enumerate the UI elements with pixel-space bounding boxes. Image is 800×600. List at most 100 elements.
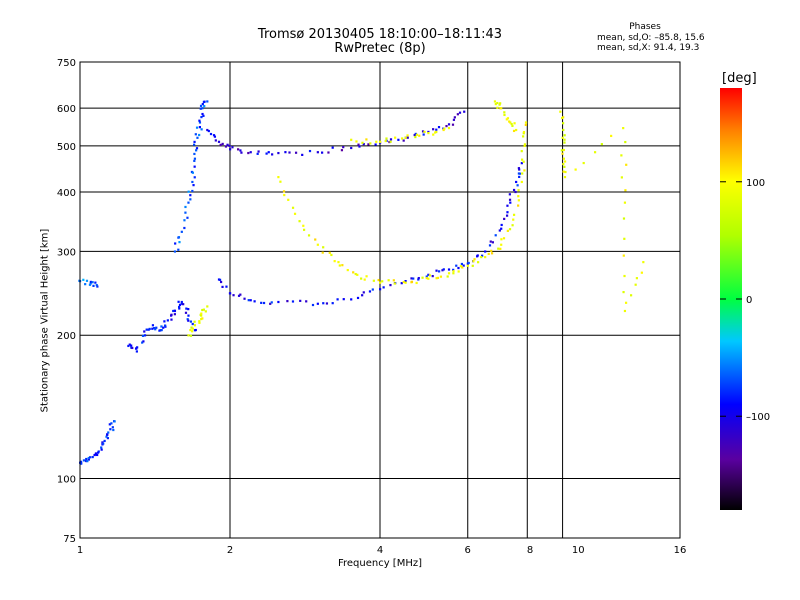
data-point — [89, 282, 92, 285]
data-point — [80, 462, 83, 465]
y-tick-label: 300 — [57, 247, 76, 258]
data-point — [357, 143, 360, 146]
data-point — [520, 180, 523, 184]
data-point — [269, 302, 272, 305]
data-point — [625, 163, 628, 166]
data-point — [624, 140, 627, 144]
data-point — [410, 277, 413, 280]
data-point — [189, 320, 193, 323]
data-point — [232, 294, 235, 297]
data-point — [379, 281, 382, 284]
data-point — [291, 206, 295, 209]
data-point — [350, 138, 353, 141]
data-point — [499, 107, 502, 110]
data-point — [562, 157, 565, 160]
data-point — [177, 248, 180, 251]
data-point — [508, 120, 511, 123]
data-point — [563, 160, 567, 163]
data-point — [109, 428, 112, 431]
data-point — [277, 300, 280, 304]
x-tick-label: 1 — [77, 545, 83, 556]
data-point — [517, 204, 520, 207]
data-point — [322, 302, 325, 305]
data-point — [316, 243, 319, 246]
data-point — [520, 158, 524, 161]
data-point — [508, 193, 511, 196]
data-point — [422, 133, 425, 136]
data-point — [518, 168, 521, 171]
data-point — [497, 247, 500, 250]
data-point — [154, 328, 157, 331]
data-point — [187, 308, 190, 311]
data-point — [180, 302, 183, 305]
data-point — [505, 118, 508, 121]
data-point — [498, 103, 501, 106]
data-point — [206, 100, 209, 103]
data-point — [489, 240, 492, 243]
data-point — [432, 128, 435, 131]
data-point — [508, 198, 512, 201]
data-point — [201, 107, 204, 110]
data-point — [113, 420, 116, 423]
data-point — [186, 318, 189, 321]
data-point — [414, 132, 417, 136]
data-point — [415, 133, 418, 136]
data-point — [564, 170, 567, 174]
data-point — [191, 322, 194, 326]
data-point — [180, 300, 183, 304]
data-point — [367, 143, 370, 146]
data-point — [503, 217, 506, 221]
data-point — [219, 143, 222, 146]
chart-title: Tromsø 20130405 18:10:00–18:11:43 — [257, 27, 503, 42]
data-point — [193, 165, 196, 168]
data-point — [456, 113, 459, 116]
data-point — [384, 139, 387, 143]
data-point — [400, 282, 403, 285]
data-point — [471, 264, 474, 267]
data-point — [218, 278, 222, 281]
data-point — [191, 330, 194, 333]
data-point — [257, 150, 260, 153]
data-point — [305, 300, 308, 303]
data-point — [481, 254, 484, 257]
data-point — [162, 326, 165, 329]
data-point — [491, 241, 494, 244]
data-point — [438, 270, 441, 273]
data-point — [506, 229, 509, 232]
y-tick-label: 750 — [57, 58, 76, 69]
data-point — [190, 326, 193, 329]
data-point — [177, 236, 181, 239]
data-point — [562, 170, 565, 173]
y-tick-label: 600 — [57, 104, 76, 115]
data-point — [503, 113, 506, 117]
data-point — [476, 254, 479, 257]
data-point — [457, 270, 460, 273]
data-point — [100, 448, 103, 451]
data-point — [142, 340, 145, 343]
data-point — [582, 161, 585, 165]
x-tick-label: 4 — [377, 545, 383, 556]
data-point — [563, 134, 566, 137]
data-point — [563, 141, 566, 144]
data-point — [191, 171, 194, 174]
data-point — [522, 160, 525, 163]
data-point — [442, 128, 445, 132]
data-point — [412, 277, 415, 280]
data-point — [453, 116, 456, 119]
data-point — [622, 217, 626, 220]
data-point — [499, 247, 502, 250]
data-point — [431, 274, 434, 278]
data-point — [377, 278, 380, 282]
data-point — [249, 151, 252, 154]
data-point — [294, 151, 298, 154]
data-point — [600, 143, 603, 146]
data-point — [327, 151, 330, 154]
data-point — [574, 168, 577, 171]
data-point — [97, 451, 100, 454]
data-point — [509, 201, 512, 204]
phases-title: Phases — [629, 22, 661, 32]
data-point — [316, 151, 319, 154]
data-point — [213, 135, 217, 138]
data-point — [642, 261, 645, 264]
